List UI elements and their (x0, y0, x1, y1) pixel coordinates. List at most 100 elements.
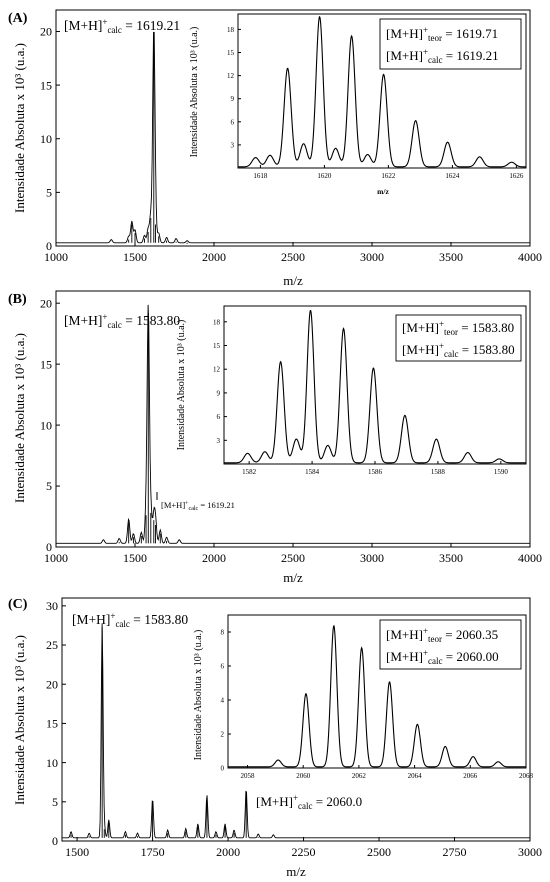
panel-c-frame (61, 597, 531, 842)
panel-c: (C) 1500 1750 2000 2250 2500 2750 300005101520… (8, 597, 542, 879)
y-tick-label: 18 (227, 26, 235, 34)
y-tick-label: 20 (40, 296, 52, 310)
x-tick-label: 2250 (292, 845, 316, 859)
y-tick-label: 10 (40, 132, 52, 146)
x-tick-label: 2058 (240, 772, 255, 780)
y-tick-label: 15 (46, 717, 58, 731)
y-tick-label: 5 (52, 795, 58, 809)
x-tick-label: 2750 (443, 845, 467, 859)
inset-c-legend-box (379, 619, 522, 670)
y-tick-label: 2 (221, 730, 225, 738)
panel-c-xlabel: m/z (286, 864, 306, 879)
x-tick-label: 2000 (202, 250, 226, 264)
inset-b-plot: 1582 1584 1586 1588 1590 3 6 9 12 15 18 (213, 310, 526, 476)
x-tick-label: 1000 (44, 250, 68, 264)
spectrum-trace (62, 623, 530, 839)
panel-label-c: (C) (8, 597, 28, 612)
y-tick-label: 25 (46, 638, 58, 652)
y-tick-label: 20 (46, 677, 58, 691)
y-tick-label: 15 (40, 78, 52, 92)
panel-b-secondary-annotation: [M+H]+calc = 1619.21 (161, 500, 235, 512)
y-tick-label: 5 (46, 479, 52, 493)
x-tick-label: 1500 (123, 250, 147, 264)
inset-a-legend-calc: [M+H]+calc = 1619.21 (386, 47, 499, 65)
x-tick-label: 2062 (352, 772, 367, 780)
inset-a-plot: 1618 1620 1622 1624 1626 3 6 9 12 15 18 (227, 15, 526, 180)
x-tick-label: 1626 (509, 172, 524, 180)
x-tick-label: 1622 (381, 172, 396, 180)
x-tick-label: 2500 (281, 250, 305, 264)
panel-c-ylabel: Intensidade Absoluta x 10³ (u.a.) (12, 635, 27, 805)
spectrum-trace (56, 304, 530, 544)
x-tick-label: 2000 (216, 845, 240, 859)
inset-b-ylabel: Intensidade Absoluta x 10³ (u.a.) (176, 320, 187, 451)
x-tick-label: 1588 (431, 468, 446, 476)
x-tick-label: 1750 (141, 845, 165, 859)
x-tick-label: 1584 (305, 468, 320, 476)
panel-b-xlabel: m/z (283, 570, 303, 585)
inset-c-ylabel: Intensidade Absoluta x 10³ (u.a.) (193, 630, 204, 761)
x-tick-label: 1618 (253, 172, 268, 180)
x-tick-label: 3500 (439, 250, 463, 264)
y-tick-label: 3 (231, 141, 235, 149)
inset-c-legend-teor: [M+H]+teor = 2060.35 (386, 626, 498, 644)
y-tick-label: 12 (227, 72, 235, 80)
x-tick-label: 1582 (242, 468, 257, 476)
x-tick-label: 1620 (317, 172, 332, 180)
x-tick-label: 2060 (296, 772, 311, 780)
spectrum-trace (56, 31, 530, 244)
inset-b-legend-calc: [M+H]+calc = 1583.80 (402, 341, 515, 359)
panel-b-plot: 1000 1500 2000 2500 3000 3500 4000 0 5 10 15 20 (40, 296, 542, 565)
inset-b-legend-box (395, 314, 522, 362)
x-tick-label: 1000 (44, 551, 68, 565)
panel-a-ylabel: Intensidade Absoluta x 10³ (u.a.) (12, 43, 27, 213)
spectrum-trace (228, 625, 526, 768)
panel-label-b: (B) (8, 292, 27, 307)
x-tick-label: 2000 (202, 551, 226, 565)
inset-a-legend-box (379, 18, 522, 70)
x-tick-label: 2064 (408, 772, 423, 780)
y-tick-label: 0 (46, 540, 52, 554)
panel-a-annotation: [M+H]+calc = 1619.21 (64, 17, 180, 35)
x-tick-label: 2066 (463, 772, 478, 780)
y-tick-label: 6 (231, 118, 235, 126)
y-tick-label: 9 (217, 389, 221, 397)
y-tick-label: 15 (227, 49, 235, 57)
x-tick-label: 2500 (281, 551, 305, 565)
x-tick-label: 3000 (518, 845, 542, 859)
panel-b: (B) 1000 1500 2000 2500 3000 3500 4000 0 5 10 15 20… (8, 290, 542, 585)
panel-a-xlabel: m/z (283, 273, 303, 288)
y-tick-label: 9 (231, 95, 235, 103)
panel-c-secondary-annotation: [M+H]+calc = 2060.0 (256, 793, 362, 811)
x-tick-label: 1500 (65, 845, 89, 859)
panel-b-ylabel: Intensidade Absoluta x 10³ (u.a.) (12, 333, 27, 503)
y-tick-label: 3 (217, 437, 221, 445)
panel-a: (A) 1000 1500 2000 2500 3000 3500 4000 0 5 10 15 20… (8, 9, 542, 288)
panel-b-annotation: [M+H]+calc = 1583.80 (64, 312, 180, 330)
y-tick-label: 15 (40, 357, 52, 371)
inset-c-frame (227, 614, 527, 769)
x-tick-label: 4000 (518, 250, 542, 264)
y-tick-label: 8 (221, 628, 225, 636)
y-tick-label: 4 (221, 696, 225, 704)
panel-c-annotation: [M+H]+calc = 1583.80 (72, 611, 188, 629)
y-tick-label: 20 (40, 25, 52, 39)
inset-a-frame (237, 13, 527, 169)
inset-a-xlabel: m/z (377, 187, 389, 196)
inset-a-legend-teor: [M+H]+teor = 1619.71 (386, 25, 498, 43)
panel-label-a: (A) (8, 11, 28, 26)
y-tick-label: 12 (213, 366, 221, 374)
y-tick-label: 30 (46, 599, 58, 613)
inset-c-plot: 2058 2060 2062 2064 2066 2068 0 2 4 6 8 (221, 625, 534, 780)
y-tick-label: 18 (213, 318, 221, 326)
x-tick-label: 1624 (445, 172, 460, 180)
y-tick-label: 0 (46, 239, 52, 253)
y-tick-label: 15 (213, 342, 221, 350)
spectrum-trace (238, 15, 526, 168)
inset-b-legend-teor: [M+H]+teor = 1583.80 (402, 319, 514, 337)
y-tick-label: 5 (46, 186, 52, 200)
y-tick-label: 6 (221, 662, 225, 670)
inset-a-ylabel: Intensidade Absoluta x 10³ (u.a.) (189, 27, 200, 158)
